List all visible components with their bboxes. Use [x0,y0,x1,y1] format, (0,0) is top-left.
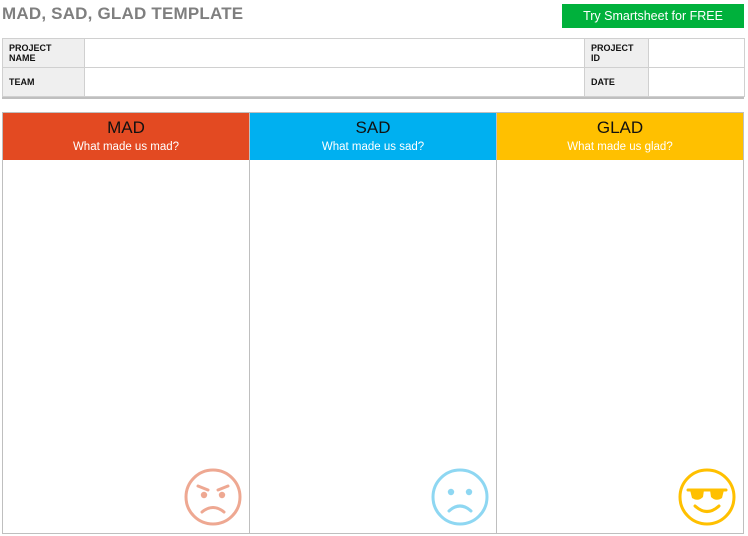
sad-face-icon [431,468,489,526]
mad-notes-area[interactable] [3,160,249,533]
angry-face-icon [184,468,242,526]
try-smartsheet-button[interactable]: Try Smartsheet for FREE [562,4,744,28]
page-title: MAD, SAD, GLAD TEMPLATE [2,4,244,23]
info-divider [2,97,744,99]
mad-column: MAD What made us mad? [3,113,250,533]
sad-title: SAD [355,118,391,137]
sad-column: SAD What made us sad? [250,113,497,533]
project-info-table: PROJECT NAME PROJECT ID TEAM DATE [2,38,745,97]
mad-prompt: What made us mad? [72,141,180,153]
project-id-label: PROJECT ID [584,38,649,68]
sad-header: SAD What made us sad? [250,113,496,160]
retro-board: MAD What made us mad? SAD What made us s… [2,112,744,534]
glad-title: GLAD [596,118,644,137]
glad-column: GLAD What made us glad? [497,113,743,533]
glad-prompt: What made us glad? [567,141,673,153]
date-label: DATE [584,67,649,97]
sad-notes-area[interactable] [250,160,496,533]
team-field[interactable] [84,67,585,97]
info-row-project: PROJECT NAME PROJECT ID [2,38,745,68]
team-label: TEAM [2,67,85,97]
mad-header: MAD What made us mad? [3,113,249,160]
project-name-label: PROJECT NAME [2,38,85,68]
date-field[interactable] [648,67,745,97]
sad-prompt: What made us sad? [321,141,425,153]
project-id-field[interactable] [648,38,745,68]
mad-title: MAD [107,118,145,137]
project-name-field[interactable] [84,38,585,68]
glad-notes-area[interactable] [497,160,743,533]
info-row-team: TEAM DATE [2,67,745,97]
sunglasses-face-icon [678,468,736,526]
glad-header: GLAD What made us glad? [497,113,743,160]
